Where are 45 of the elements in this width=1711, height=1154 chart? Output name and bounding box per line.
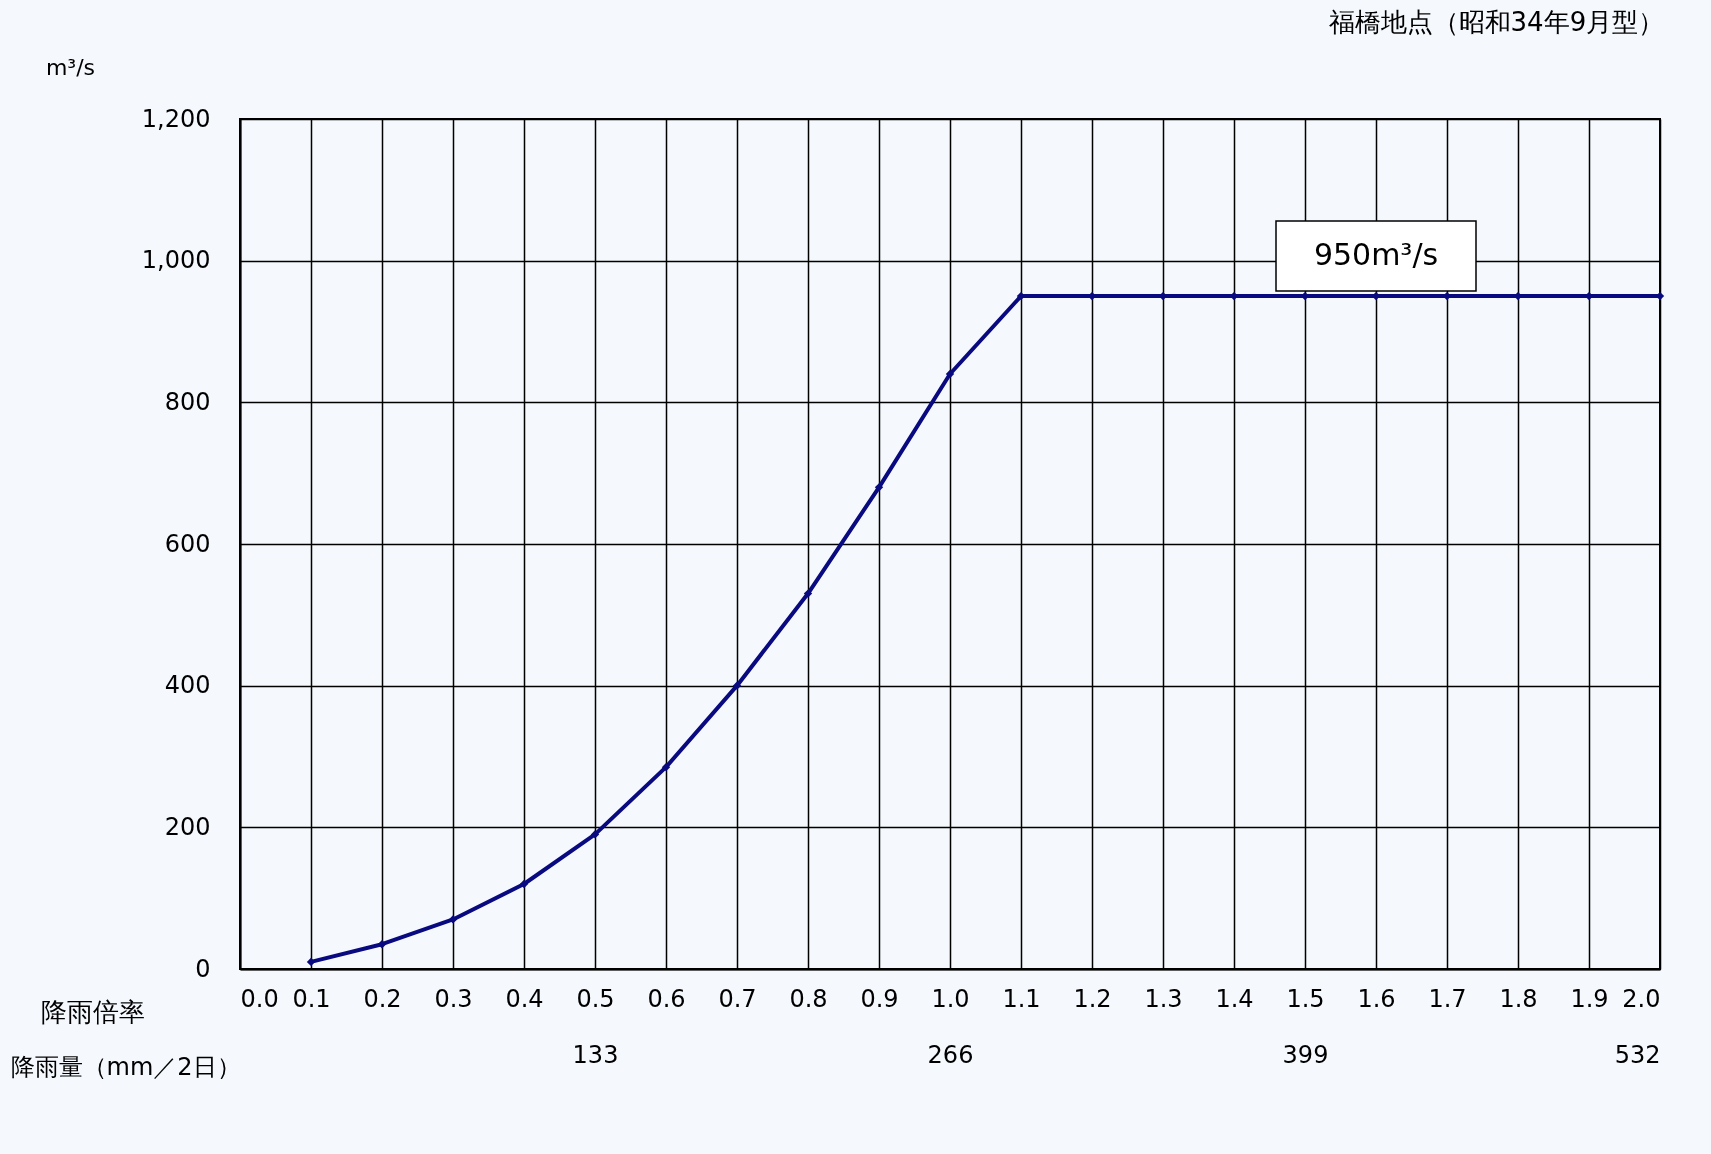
point bbox=[661, 762, 671, 772]
y-tick-label: 1,200 bbox=[141, 104, 211, 133]
y-tick-label: 400 bbox=[164, 671, 211, 700]
x-tick-label: 2.0 bbox=[1622, 984, 1661, 1013]
x2-tick-label: 532 bbox=[1614, 1040, 1661, 1069]
x-tick-label: 1.6 bbox=[1357, 984, 1396, 1013]
x-tick-label: 0.4 bbox=[505, 984, 544, 1013]
y-tick-label: 1,000 bbox=[141, 246, 211, 275]
x-tick-label: 0.0 bbox=[240, 984, 279, 1013]
x-tick-label: 1.9 bbox=[1570, 984, 1609, 1013]
x-tick-label: 1.2 bbox=[1073, 984, 1112, 1013]
x-tick-label: 1.0 bbox=[931, 984, 970, 1013]
y-axis-title: m³/s bbox=[45, 54, 96, 80]
annotation: 950m³/s bbox=[1313, 237, 1439, 273]
x-tick-label: 1.3 bbox=[1144, 984, 1183, 1013]
x2-tick-label: 133 bbox=[572, 1040, 619, 1069]
x-tick-label: 0.2 bbox=[363, 984, 402, 1013]
point bbox=[732, 681, 742, 690]
x2-tick-label: 266 bbox=[927, 1040, 974, 1069]
x2-tick-label: 399 bbox=[1282, 1040, 1329, 1069]
point bbox=[874, 483, 884, 492]
y-tick-label: 0 bbox=[195, 954, 211, 983]
x-tick-label: 0.7 bbox=[718, 984, 757, 1013]
x-tick-label: 0.6 bbox=[647, 984, 686, 1013]
x-tick-label: 1.8 bbox=[1499, 984, 1538, 1013]
x-tick-label: 1.1 bbox=[1002, 984, 1041, 1013]
point bbox=[803, 589, 813, 598]
x-tick-label: 0.5 bbox=[576, 984, 615, 1013]
point bbox=[519, 879, 529, 889]
point bbox=[448, 915, 458, 924]
y-tick-label: 600 bbox=[164, 529, 211, 558]
x-tick-label: 0.3 bbox=[434, 984, 473, 1013]
x-tick-label: 0.9 bbox=[860, 984, 899, 1013]
chart-title: 福橋地点（昭和34年9月型） bbox=[1328, 7, 1665, 37]
x-tick-label: 0.8 bbox=[789, 984, 828, 1013]
x-tick-label: 0.1 bbox=[292, 984, 331, 1013]
y-tick-label: 200 bbox=[164, 812, 211, 841]
x2-axis-title: 降雨量（mm／2日） bbox=[10, 1052, 241, 1081]
x-axis-title: 降雨倍率 bbox=[40, 996, 145, 1027]
point bbox=[590, 830, 600, 839]
x-tick-label: 1.7 bbox=[1428, 984, 1467, 1013]
point bbox=[945, 369, 955, 379]
x-tick-label: 1.4 bbox=[1215, 984, 1254, 1013]
y-tick-label: 800 bbox=[164, 387, 211, 416]
x-tick-label: 1.5 bbox=[1286, 984, 1325, 1013]
